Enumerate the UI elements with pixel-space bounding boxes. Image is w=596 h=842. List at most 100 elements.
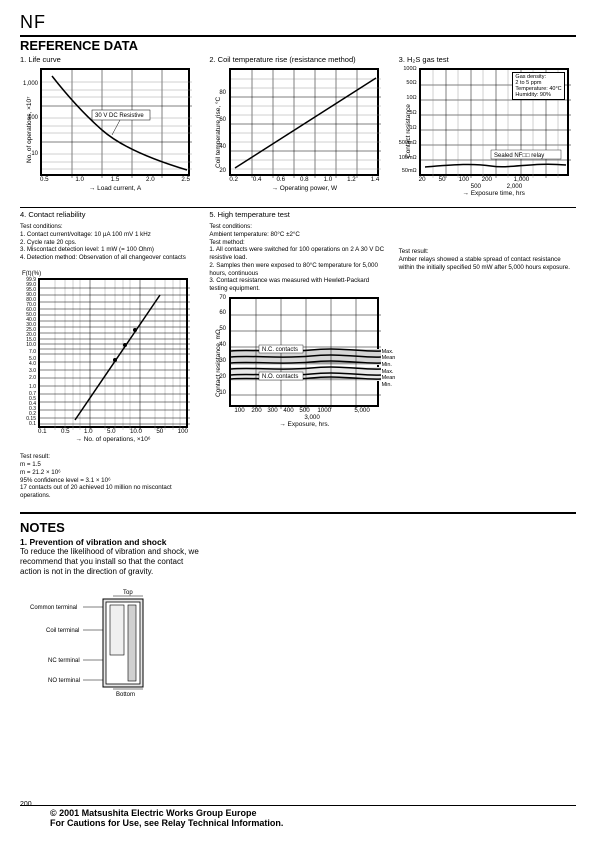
chart1-svg: 30 V DC Resistive: [42, 70, 192, 178]
charts-row-2: 4. Contact reliability Test conditions: …: [20, 210, 576, 500]
yt: 30: [219, 358, 226, 364]
sl: Min.: [382, 382, 396, 389]
section5-result: Amber relays showed a stable spread of c…: [399, 256, 576, 272]
footer-line1: © 2001 Matsushita Electric Works Group E…: [50, 808, 576, 818]
svg-text:N.C. contacts: N.C. contacts: [262, 347, 298, 353]
xt: 200: [251, 407, 261, 415]
chart5-xlabel: → Exposure, hrs.: [229, 421, 379, 428]
yt: 60: [219, 117, 226, 123]
svg-text:Top: Top: [123, 590, 133, 596]
yt: 1.0: [18, 385, 36, 390]
section4-cond-2: 2. Cycle rate 20 cps.: [20, 239, 197, 247]
xt: 5,000: [354, 407, 369, 415]
section4-result-3: 95% confidence level = 3.1 × 10⁶: [20, 477, 197, 485]
charts-row-1: 1. Life curve No. of operations, ×10⁷ 30: [20, 55, 576, 197]
xt: 20: [419, 176, 426, 184]
sl: Min.: [382, 362, 396, 369]
yt: 100mΩ: [399, 155, 417, 161]
chart3-xlabel: → Exposure time, hrs: [419, 190, 569, 197]
xt: 500: [471, 183, 481, 191]
yt: 4.0: [18, 362, 36, 367]
sl: Max.: [382, 349, 396, 356]
svg-text:N.O. contacts: N.O. contacts: [262, 374, 298, 380]
arrow-icon: →: [75, 436, 82, 443]
svg-text:Common terminal: Common terminal: [30, 605, 77, 611]
notes-sub: 1. Prevention of vibration and shock: [20, 537, 576, 547]
xl: Operating power, W: [280, 185, 337, 192]
yt: 3.0: [18, 369, 36, 374]
xt: 50: [439, 176, 446, 184]
chart1-annot: 30 V DC Resistive: [95, 113, 144, 119]
relay-diagram: Top Bottom Common terminal Coil terminal…: [28, 587, 576, 699]
yt: 500mΩ: [399, 140, 417, 146]
arrow-icon: →: [271, 185, 278, 192]
xt: 3,000: [304, 414, 319, 422]
section5-method-3: 3. Contact resistance was measured with …: [209, 277, 386, 293]
chart3-curve-label: Sealed NF□□ relay: [494, 153, 544, 159]
section5-method-label: Test method:: [209, 239, 386, 247]
rule-notes: [20, 512, 576, 514]
section4-result-2: m = 21.2 × 10⁶: [20, 469, 197, 477]
chart2-title: 2. Coil temperature rise (resistance met…: [209, 55, 386, 64]
yt: 0.1: [18, 422, 36, 427]
chart3-frame: Gas density: 2 to 5 ppm Temperature: 40°…: [419, 68, 569, 176]
yt: 60: [219, 310, 226, 316]
xt: 400: [283, 407, 293, 415]
yt: 70: [219, 295, 226, 301]
chart1-col: 1. Life curve No. of operations, ×10⁷ 30: [20, 55, 197, 197]
section4-result-4: 17 contacts out of 20 achieved 10 millio…: [20, 484, 197, 500]
sl: Mean: [382, 355, 396, 362]
svg-text:NO terminal: NO terminal: [48, 678, 80, 684]
notes-body: To reduce the likelihood of vibration an…: [20, 547, 205, 577]
section4-title: 4. Contact reliability: [20, 210, 197, 219]
yt: 10: [219, 390, 226, 396]
xl: Exposure time, hrs: [471, 190, 525, 197]
footer: © 2001 Matsushita Electric Works Group E…: [20, 805, 576, 828]
yt: 7.0: [18, 350, 36, 355]
yt: 1Ω: [409, 125, 416, 131]
xt: 2,000: [507, 183, 522, 191]
chart5-xticks: 100 200 300 400 500 1000 3,000 5,000: [229, 407, 379, 419]
chart3-xticks: 20 50 100 200 500 1,000 2,000: [419, 176, 569, 188]
yt: 50mΩ: [402, 168, 417, 174]
yt: 100Ω: [403, 66, 416, 72]
sl: Max.: [382, 369, 396, 376]
chart4-ytop: F(t)(%): [22, 270, 197, 278]
xt: 100: [459, 176, 469, 184]
chart2-ylabel: Coil temperature rise, °C: [215, 97, 222, 168]
yt: 10: [31, 136, 38, 172]
section-title-reference: REFERENCE DATA: [20, 38, 576, 53]
section4-cond-4: 4. Detection method: Observation of all …: [20, 254, 197, 262]
chart4-xlabel: → No. of operations, ×10⁶: [38, 436, 188, 443]
chart4-yticks: 99.9 99.0 95.0 90.0 80.0 70.0 60.0 50.0 …: [18, 278, 36, 427]
sl: Mean: [382, 375, 396, 382]
svg-text:NC terminal: NC terminal: [48, 658, 80, 664]
yt: 50Ω: [406, 80, 416, 86]
yt: 10Ω: [406, 95, 416, 101]
section4-result-1: m = 1.5: [20, 461, 197, 469]
arrow-icon: →: [89, 185, 96, 192]
section5-col: 5. High temperature test Test conditions…: [209, 210, 386, 500]
arrow-icon: →: [279, 421, 286, 428]
yt: 40: [219, 342, 226, 348]
yt: 100: [28, 100, 38, 136]
chart2-xlabel: → Operating power, W: [229, 185, 379, 192]
yt: 40: [219, 144, 226, 150]
svg-text:Coil terminal: Coil terminal: [46, 628, 79, 634]
section5-cond-label: Test conditions:: [209, 223, 386, 231]
yt: 20: [219, 168, 226, 174]
yt: 20: [219, 374, 226, 380]
notes-title: NOTES: [20, 520, 576, 535]
section5-cond-line: Ambient temperature: 80°C ±2°C: [209, 231, 386, 239]
xl: Exposure, hrs.: [288, 421, 330, 428]
arrow-icon: →: [462, 190, 469, 197]
chart5-svg: N.C. contacts N.O. contacts: [231, 299, 381, 409]
chart2-frame: [229, 68, 379, 176]
chart3-col: 3. H₂S gas test Contact resistance Gas d…: [399, 55, 576, 197]
section4-cond-label: Test conditions:: [20, 223, 197, 231]
chart5-sidelabels: Max. Mean Min. Max. Mean Min.: [382, 349, 396, 389]
xt: 100: [234, 407, 244, 415]
rule-top: [20, 35, 576, 37]
chart1-frame: 30 V DC Resistive: [40, 68, 190, 176]
yt: 5Ω: [409, 110, 416, 116]
